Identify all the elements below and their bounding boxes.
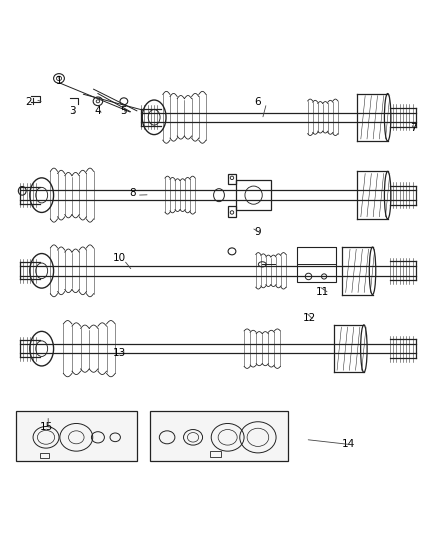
Text: 2: 2 [25,97,32,107]
Text: 9: 9 [254,227,261,237]
Bar [297,247,336,281]
Bar [228,174,236,184]
Bar [236,180,271,211]
Text: 1: 1 [56,76,62,86]
Text: 5: 5 [120,106,127,116]
Text: 14: 14 [342,439,355,449]
Text: 3: 3 [69,106,75,116]
Text: 6: 6 [254,97,261,107]
Text: 12: 12 [303,313,316,324]
Text: 11: 11 [316,287,329,297]
Text: 4: 4 [95,106,101,116]
Text: 8: 8 [129,188,136,198]
Text: 13: 13 [113,348,126,358]
Bar [16,411,137,461]
Bar [150,411,288,461]
Text: 10: 10 [113,253,126,263]
Text: 7: 7 [410,123,417,133]
Bar [228,206,236,217]
Bar [39,453,49,458]
Bar [297,247,336,264]
Bar [210,451,221,457]
Text: 15: 15 [39,422,53,432]
